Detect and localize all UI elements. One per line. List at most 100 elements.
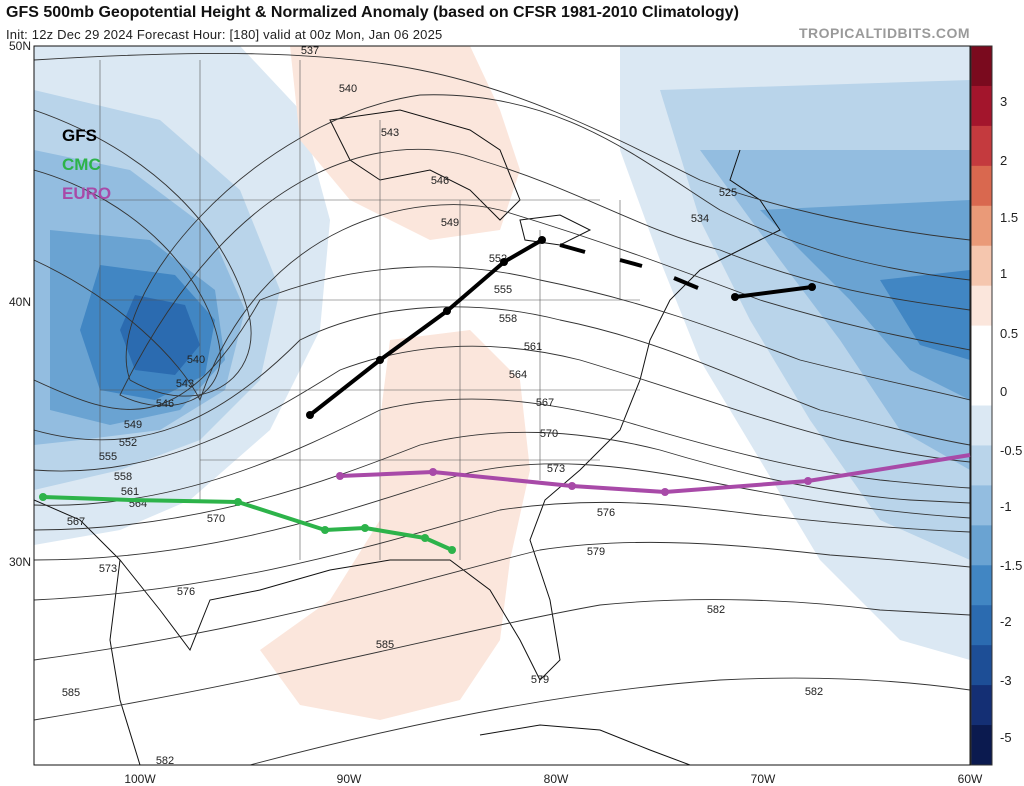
track-euro-point [804, 477, 812, 485]
legend-cmc: CMC [62, 155, 101, 174]
contour-label: 570 [207, 513, 225, 525]
colorbar-label: 1 [1000, 266, 1007, 281]
colorbar-segment [971, 405, 992, 446]
contour-label: 576 [177, 586, 195, 598]
colorbar-segment [971, 325, 992, 367]
contour-label: 546 [431, 175, 449, 187]
contour-label: 582 [805, 686, 823, 698]
colorbar-segment [971, 125, 992, 167]
track-cmc-point [234, 498, 242, 506]
track-euro [336, 453, 971, 496]
colorbar-segment [971, 85, 992, 127]
anomaly-east-center [880, 270, 970, 360]
colorbar-label: -2 [1000, 614, 1012, 629]
track-cmc-point [448, 546, 456, 554]
anomaly-warm-north [290, 46, 520, 240]
contour-label: 540 [187, 354, 205, 366]
contour-value-labels: 5375405435465495525345255555585615645675… [62, 45, 823, 767]
lon-label: 80W [544, 772, 569, 786]
colorbar-segment [971, 725, 992, 766]
colorbar-segment [971, 365, 992, 406]
lat-label: 30N [9, 555, 31, 569]
track-euro-point [568, 482, 576, 490]
track-cmc-point [361, 524, 369, 532]
contour-label: 570 [540, 428, 558, 440]
colorbar-segment [971, 685, 992, 726]
contour-label: 579 [531, 674, 549, 686]
state-borders [99, 60, 640, 560]
legend-euro: EURO [62, 184, 112, 203]
colorbar-segment [971, 485, 992, 526]
colorbar-segment [971, 525, 992, 566]
colorbar-segment [971, 46, 992, 87]
colorbar-label: -1 [1000, 499, 1012, 514]
track-cmc-point [321, 526, 329, 534]
contour-label: 576 [597, 507, 615, 519]
colorbar-label: -3 [1000, 673, 1012, 688]
track-gfs-point [500, 258, 508, 266]
lon-label: 70W [751, 772, 776, 786]
contour-label: 543 [381, 127, 399, 139]
contour-label: 558 [499, 313, 517, 325]
contour-label: 564 [509, 369, 527, 381]
colorbar-label: 0.5 [1000, 326, 1018, 341]
great-lakes [329, 109, 592, 246]
colorbar-labels: 3 2 1.5 1 0.5 0 -0.5 -1 -1.5 -2 -3 -5 [1000, 94, 1022, 745]
contour-label: 561 [121, 486, 139, 498]
contour-label: 579 [587, 546, 605, 558]
contour-label: 573 [547, 463, 565, 475]
latitude-labels: 50N 40N 30N [9, 39, 31, 569]
colorbar-frame [970, 45, 993, 766]
track-gfs-point [808, 283, 816, 291]
colorbar-label: 0 [1000, 384, 1007, 399]
lon-label: 90W [337, 772, 362, 786]
anomaly-west-center [120, 295, 200, 375]
lat-label: 50N [9, 39, 31, 53]
anomaly-warm-south [260, 330, 530, 720]
contour-label: 573 [99, 563, 117, 575]
lon-label: 100W [124, 772, 156, 786]
contour-label: 546 [156, 398, 174, 410]
colorbar-segment [971, 565, 992, 606]
contour-label: 555 [99, 451, 117, 463]
colorbar-segment [971, 445, 992, 486]
contour-label: 543 [176, 378, 194, 390]
track-gfs-point [306, 411, 314, 419]
colorbar-segment [971, 245, 992, 287]
colorbar-label: 2 [1000, 153, 1007, 168]
contour-label: 549 [124, 419, 142, 431]
contour-label: 567 [67, 516, 85, 528]
map-area [34, 46, 970, 765]
contour-label: 549 [441, 217, 459, 229]
track-euro-point [429, 468, 437, 476]
colorbar-segment [971, 205, 992, 247]
colorbar-segment [971, 645, 992, 686]
contour-label: 555 [494, 284, 512, 296]
contour-label: 585 [376, 639, 394, 651]
map-subtitle: Init: 12z Dec 29 2024 Forecast Hour: [18… [6, 27, 443, 42]
track-cmc-point [421, 534, 429, 542]
map-title: GFS 500mb Geopotential Height & Normaliz… [6, 4, 739, 21]
contour-label: 582 [707, 604, 725, 616]
contour-label: 558 [114, 471, 132, 483]
lat-label: 40N [9, 295, 31, 309]
contour-label: 540 [339, 83, 357, 95]
contour-label: 534 [691, 213, 709, 225]
track-euro-point [336, 472, 344, 480]
colorbar-label: -0.5 [1000, 443, 1022, 458]
contour-label: 561 [524, 341, 542, 353]
coastline-cuba [479, 724, 691, 765]
contour-label: 552 [119, 437, 137, 449]
anomaly-east-core [760, 200, 970, 400]
coastline-gulf [34, 149, 781, 681]
contour-label: 582 [156, 755, 174, 767]
track-gfs-point [376, 356, 384, 364]
height-contours [34, 52, 970, 765]
contour-label: 525 [719, 187, 737, 199]
track-cmc-point [39, 493, 47, 501]
contour-label: 537 [301, 45, 319, 57]
colorbar-label: -1.5 [1000, 558, 1022, 573]
contour-label: 585 [62, 687, 80, 699]
colorbar [970, 45, 993, 766]
